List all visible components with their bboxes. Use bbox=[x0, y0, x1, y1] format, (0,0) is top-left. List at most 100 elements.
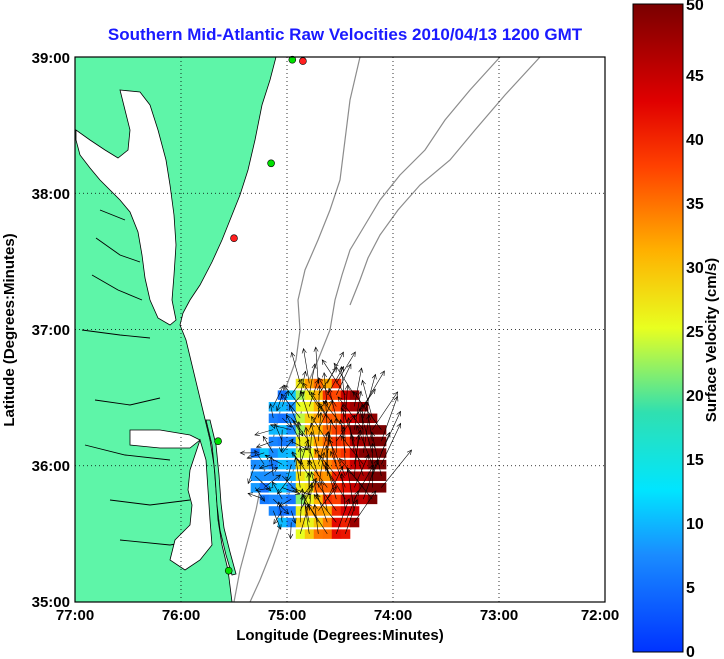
velocity-arrow bbox=[310, 422, 319, 453]
velocity-vectors bbox=[239, 346, 412, 540]
station-marker bbox=[288, 55, 297, 64]
velocity-cell bbox=[322, 390, 333, 400]
velocity-arrow-head bbox=[333, 362, 339, 369]
velocity-arrow bbox=[265, 454, 283, 465]
velocity-arrow bbox=[311, 416, 328, 442]
velocity-arrow bbox=[361, 404, 364, 442]
velocity-arrow bbox=[328, 439, 346, 477]
velocity-arrow-head bbox=[338, 465, 344, 472]
velocity-cell bbox=[358, 448, 369, 458]
x-tick-label: 75:00 bbox=[268, 607, 306, 624]
velocity-cell bbox=[322, 471, 333, 481]
velocity-cell bbox=[295, 494, 306, 505]
velocity-cell bbox=[277, 494, 288, 505]
velocity-arrow bbox=[256, 440, 274, 448]
velocity-cell bbox=[340, 494, 351, 505]
velocity-arrow bbox=[282, 417, 292, 428]
velocity-cell bbox=[358, 425, 369, 435]
velocity-arrow bbox=[317, 452, 325, 488]
velocity-arrow bbox=[290, 522, 292, 539]
velocity-cell bbox=[268, 471, 279, 481]
colorbar-tick-label: 40 bbox=[686, 132, 704, 149]
velocity-cell bbox=[349, 436, 360, 447]
velocity-arrow bbox=[282, 475, 298, 493]
velocity-arrow bbox=[340, 419, 346, 453]
velocity-arrow bbox=[336, 498, 350, 534]
velocity-arrow bbox=[328, 435, 337, 465]
velocity-arrow-head bbox=[247, 478, 252, 485]
velocity-cell bbox=[349, 425, 360, 435]
velocity-arrow-head bbox=[385, 431, 391, 438]
velocity-arrow bbox=[291, 391, 305, 407]
velocity-arrow bbox=[299, 485, 313, 511]
velocity-arrow-head bbox=[346, 363, 352, 370]
velocity-arrow bbox=[279, 498, 292, 507]
velocity-arrow-head bbox=[258, 464, 265, 470]
velocity-cell bbox=[331, 506, 342, 516]
velocity-arrow-head bbox=[361, 379, 366, 386]
velocity-arrow bbox=[314, 449, 337, 477]
velocity-cell bbox=[349, 390, 360, 400]
velocity-arrow bbox=[337, 396, 364, 430]
colorbar-tick-label: 50 bbox=[686, 0, 704, 14]
velocity-arrow-head bbox=[330, 450, 335, 457]
velocity-arrow-head bbox=[318, 377, 323, 383]
velocity-arrow bbox=[303, 348, 310, 384]
velocity-arrow-head bbox=[280, 393, 286, 400]
grid-lines bbox=[75, 57, 605, 602]
velocity-arrow bbox=[330, 451, 346, 488]
colorbar-label: Surface Velocity (cm/s) bbox=[703, 258, 720, 422]
velocity-arrow bbox=[273, 498, 289, 515]
velocity-cell bbox=[304, 517, 315, 528]
velocity-arrow-head bbox=[316, 384, 322, 391]
velocity-cell bbox=[277, 506, 288, 516]
velocity-cell bbox=[322, 483, 333, 493]
velocity-arrow bbox=[371, 432, 382, 477]
velocity-cell bbox=[286, 471, 297, 481]
velocity-arrow-head bbox=[358, 408, 363, 414]
velocity-arrow-head bbox=[358, 367, 364, 373]
velocity-arrow-head bbox=[351, 351, 356, 357]
y-tick-label: 35:00 bbox=[32, 594, 70, 611]
velocity-cell bbox=[268, 413, 279, 424]
velocity-cell bbox=[259, 483, 270, 493]
velocity-cell bbox=[331, 401, 342, 412]
velocity-arrow bbox=[307, 460, 328, 488]
velocity-arrow bbox=[345, 499, 358, 534]
velocity-arrow-head bbox=[304, 426, 309, 433]
velocity-arrow bbox=[308, 363, 316, 395]
outer-banks bbox=[205, 419, 237, 576]
velocity-cell bbox=[277, 459, 288, 470]
velocity-cell bbox=[376, 425, 387, 435]
velocity-arrow-head bbox=[265, 485, 272, 492]
velocity-cell bbox=[340, 517, 351, 528]
velocity-arrow-head bbox=[338, 457, 345, 464]
velocity-arrow-head bbox=[340, 435, 346, 441]
velocity-cell bbox=[322, 413, 333, 424]
velocity-arrow-head bbox=[247, 492, 254, 498]
velocity-arrow-head bbox=[352, 391, 358, 397]
velocity-cell bbox=[259, 459, 270, 470]
station-marker bbox=[299, 57, 307, 65]
velocity-cell bbox=[295, 529, 306, 539]
velocity-arrow-head bbox=[322, 400, 328, 406]
velocity-arrow bbox=[299, 439, 309, 465]
velocity-arrow bbox=[321, 359, 346, 396]
x-axis-label: Longitude (Degrees:Minutes) bbox=[236, 627, 444, 644]
velocity-arrow bbox=[363, 459, 378, 500]
velocity-cell bbox=[313, 390, 324, 400]
velocity-cell bbox=[295, 401, 306, 412]
velocity-arrow-head bbox=[318, 411, 323, 418]
velocity-arrow-head bbox=[364, 401, 370, 407]
velocity-arrow bbox=[336, 414, 356, 442]
velocity-arrow bbox=[308, 379, 319, 407]
colorbar-tick-label: 30 bbox=[686, 260, 704, 277]
colorbar-tick-label: 5 bbox=[686, 580, 695, 597]
x-tick-label: 73:00 bbox=[480, 607, 518, 624]
velocity-arrow-head bbox=[291, 451, 297, 457]
velocity-arrow bbox=[347, 469, 355, 511]
velocity-arrow-head bbox=[305, 490, 311, 496]
velocity-arrow bbox=[313, 494, 337, 523]
velocity-cell bbox=[322, 378, 333, 389]
velocity-cell bbox=[295, 436, 306, 447]
